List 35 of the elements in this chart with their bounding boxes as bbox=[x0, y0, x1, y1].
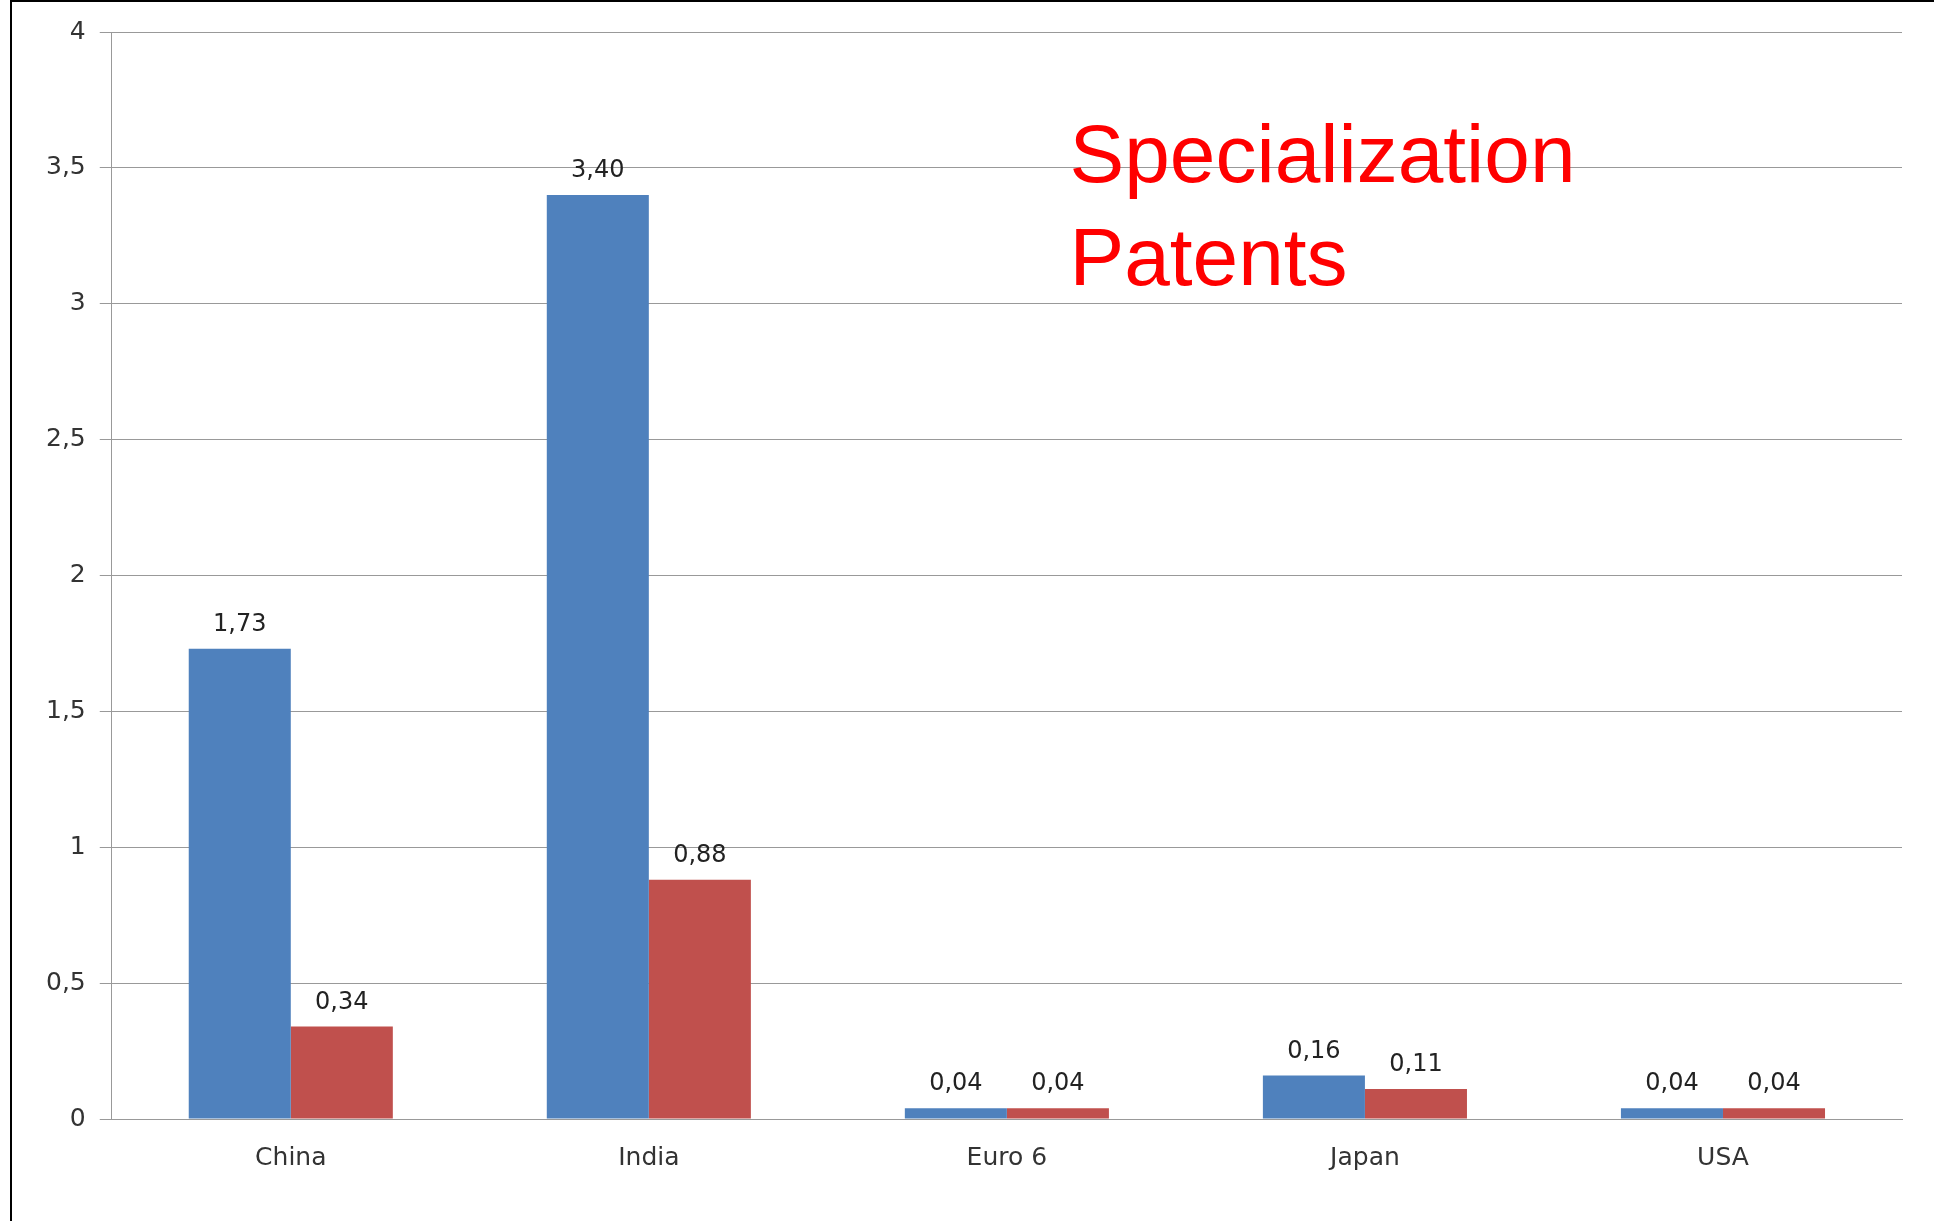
y-tick-label: 0 bbox=[69, 1102, 86, 1132]
data-label: 1,73 bbox=[213, 609, 267, 638]
annotation: Specialization Patents bbox=[1069, 108, 1576, 302]
data-label: 3,40 bbox=[571, 155, 625, 184]
bar bbox=[188, 648, 291, 1119]
data-label: 0,88 bbox=[673, 840, 727, 869]
data-label: 0,16 bbox=[1287, 1035, 1341, 1064]
x-tick-label: USA bbox=[1697, 1141, 1749, 1171]
y-tick-label: 3 bbox=[69, 287, 86, 317]
data-label: 0,11 bbox=[1389, 1049, 1443, 1078]
x-tick-label: China bbox=[255, 1141, 327, 1171]
y-tick-label: 1,5 bbox=[45, 694, 86, 724]
y-tick-label: 0,5 bbox=[45, 966, 86, 996]
x-tick-label: Japan bbox=[1328, 1141, 1400, 1171]
bar bbox=[904, 1108, 1007, 1119]
data-label: 0,34 bbox=[315, 986, 369, 1015]
y-tick-label: 2,5 bbox=[45, 423, 86, 453]
x-tick-label: Euro 6 bbox=[966, 1141, 1048, 1171]
y-tick-label: 1 bbox=[69, 830, 86, 860]
data-label: 0,04 bbox=[1645, 1068, 1699, 1097]
bar bbox=[1262, 1075, 1365, 1119]
bar bbox=[546, 195, 649, 1119]
bar bbox=[1620, 1108, 1723, 1119]
bar bbox=[1722, 1108, 1826, 1119]
data-label: 0,04 bbox=[1747, 1068, 1801, 1097]
bar bbox=[648, 879, 751, 1119]
y-tick-label: 2 bbox=[69, 559, 86, 588]
data-label: 0,04 bbox=[1031, 1068, 1085, 1097]
data-label: 0,04 bbox=[929, 1068, 983, 1097]
x-tick-label: India bbox=[618, 1141, 680, 1171]
bar bbox=[1006, 1108, 1109, 1119]
bar bbox=[290, 1026, 393, 1119]
y-tick-label: 4 bbox=[69, 15, 86, 45]
bar bbox=[1364, 1089, 1467, 1119]
y-tick-label: 3,5 bbox=[45, 151, 86, 181]
